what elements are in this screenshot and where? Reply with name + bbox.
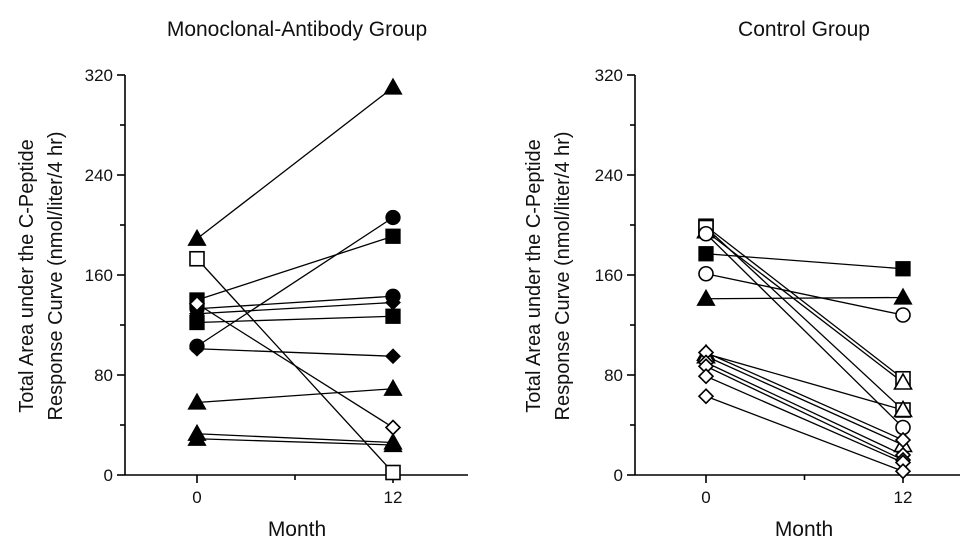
- data-point-diamond: [189, 340, 205, 357]
- data-point-triangle: [187, 228, 207, 246]
- y-tick-label: 80: [94, 366, 113, 385]
- series-line: [196, 86, 394, 240]
- data-point-circle: [895, 307, 911, 323]
- series-line: [705, 233, 904, 428]
- x-axis-label: Month: [268, 518, 326, 541]
- series-line: [705, 361, 904, 456]
- data-point-square: [189, 314, 205, 331]
- series-line: [705, 351, 904, 441]
- data-point-square: [698, 246, 714, 262]
- series-line: [196, 315, 394, 324]
- x-tick-label: 12: [384, 488, 403, 507]
- x-axis-label: Month: [775, 518, 833, 541]
- series-line: [196, 438, 394, 446]
- data-point-triangle: [893, 287, 913, 305]
- series-line: [196, 235, 394, 301]
- y-tick-label: 0: [104, 466, 113, 485]
- y-axis-label: Total Area under the C-Peptide: [523, 139, 545, 413]
- y-tick-label: 240: [85, 166, 113, 185]
- data-point-square: [385, 228, 401, 244]
- series-line: [705, 355, 904, 446]
- series-line: [196, 301, 394, 315]
- data-point-circle: [385, 209, 401, 226]
- data-point-diamond: [385, 348, 401, 365]
- x-tick-label: 0: [192, 488, 201, 507]
- data-point-circle: [698, 265, 714, 282]
- series-line: [705, 227, 904, 411]
- series-line: [705, 353, 904, 411]
- data-point-square: [385, 464, 401, 481]
- data-point-diamond: [894, 463, 912, 480]
- series-line: [705, 225, 904, 380]
- y-tick-label: 0: [614, 466, 623, 485]
- y-tick-label: 320: [595, 66, 623, 85]
- series-line: [196, 348, 394, 357]
- series-line: [196, 303, 394, 429]
- panel-title: Monoclonal-Antibody Group: [167, 18, 427, 41]
- series-line: [196, 433, 394, 444]
- data-point-square: [895, 261, 911, 277]
- data-point-triangle: [383, 378, 403, 396]
- panel-control: Control Group Total Area under the C-Pep…: [523, 18, 960, 541]
- series-line: [196, 216, 394, 347]
- data-point-diamond: [697, 388, 715, 405]
- data-point-square: [189, 250, 205, 267]
- series-line: [705, 296, 904, 300]
- series-line: [705, 375, 904, 464]
- y-axis-label: Response Curve (nmol/liter/4 hr): [552, 132, 574, 421]
- data-point-diamond: [188, 295, 206, 312]
- x-tick-label: 0: [701, 488, 710, 507]
- series-line: [705, 273, 904, 316]
- data-point-triangle: [893, 399, 913, 418]
- data-point-circle: [698, 225, 714, 242]
- data-point-diamond: [697, 368, 715, 385]
- series-line: [705, 365, 904, 461]
- y-axis-label: Total Area under the C-Peptide: [16, 139, 38, 413]
- series-line: [196, 295, 394, 310]
- y-axis-label: Response Curve (nmol/liter/4 hr): [45, 132, 67, 421]
- panel-antibody: Monoclonal-Antibody Group Total Area und…: [16, 18, 468, 541]
- series-line: [196, 388, 394, 404]
- y-tick-label: 160: [85, 266, 113, 285]
- plot-area: 0 80 160 240 320 0 12: [595, 66, 960, 507]
- series-line: [705, 253, 904, 270]
- data-point-triangle: [383, 77, 403, 95]
- series-line: [705, 395, 904, 472]
- y-tick-label: 80: [604, 366, 623, 385]
- data-point-triangle: [893, 372, 913, 390]
- data-point-triangle: [187, 428, 207, 446]
- panel-title: Control Group: [738, 18, 870, 41]
- series-line: [705, 230, 904, 384]
- data-point-square: [385, 308, 401, 324]
- y-tick-label: 160: [595, 266, 623, 285]
- data-point-triangle: [187, 392, 207, 410]
- data-point-diamond: [384, 419, 402, 436]
- y-tick-label: 240: [595, 166, 623, 185]
- data-point-triangle: [696, 288, 716, 306]
- plot-area: 0 80 160 240 320 0 12: [85, 66, 468, 507]
- x-tick-label: 12: [894, 488, 913, 507]
- y-tick-label: 320: [85, 66, 113, 85]
- data-point-triangle: [383, 435, 403, 453]
